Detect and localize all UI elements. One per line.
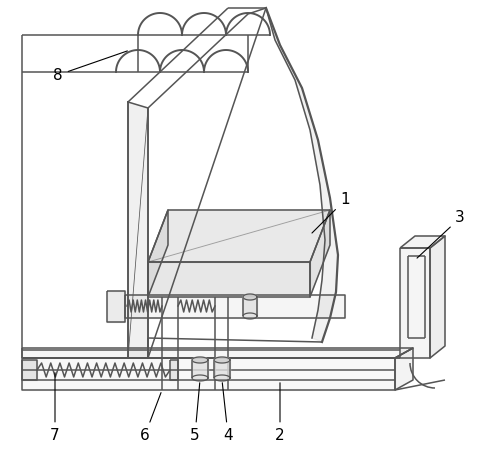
Polygon shape: [22, 348, 413, 358]
Polygon shape: [214, 357, 230, 363]
Polygon shape: [148, 210, 168, 297]
Polygon shape: [22, 360, 37, 380]
Text: 1: 1: [312, 192, 350, 233]
Polygon shape: [243, 294, 257, 300]
Polygon shape: [148, 262, 310, 297]
Polygon shape: [148, 210, 330, 262]
Text: 3: 3: [417, 211, 465, 258]
Polygon shape: [107, 291, 125, 322]
Polygon shape: [192, 357, 208, 363]
Polygon shape: [22, 358, 395, 390]
Text: 8: 8: [53, 51, 127, 82]
Polygon shape: [192, 360, 208, 378]
Polygon shape: [400, 248, 430, 358]
Text: 4: 4: [222, 383, 233, 443]
Polygon shape: [125, 295, 345, 318]
Polygon shape: [310, 210, 330, 297]
Polygon shape: [400, 236, 445, 248]
Polygon shape: [430, 236, 445, 358]
Text: 5: 5: [190, 383, 200, 443]
Text: 6: 6: [140, 392, 161, 443]
Polygon shape: [266, 8, 338, 342]
Polygon shape: [128, 102, 148, 358]
Text: 7: 7: [50, 373, 60, 443]
Polygon shape: [170, 360, 178, 380]
Polygon shape: [395, 348, 413, 390]
Polygon shape: [214, 360, 230, 378]
Text: 2: 2: [275, 383, 285, 443]
Polygon shape: [243, 297, 257, 316]
